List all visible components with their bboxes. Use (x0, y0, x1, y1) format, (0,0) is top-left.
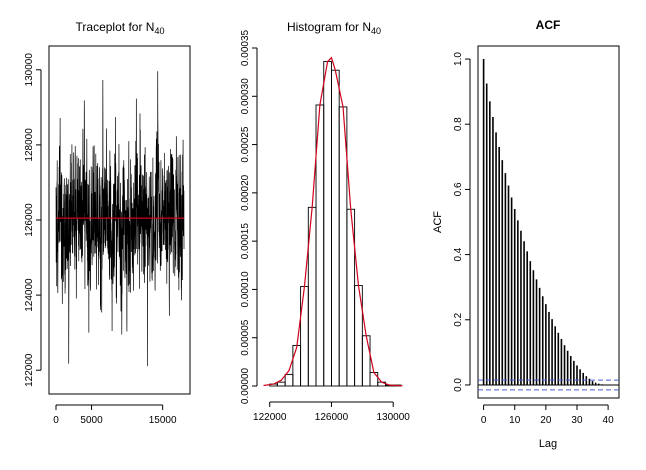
trace-x-tick-label: 5000 (80, 415, 103, 426)
acf-y-axis: 0.0 0.2 0.4 0.6 0.8 1.0 (453, 52, 471, 392)
histogram-y-tick-label: 0.00015 (240, 223, 251, 260)
histogram-y-tick-label: 0.00030 (240, 78, 251, 115)
histogram-x-axis: 122000 126000 130000 (253, 401, 411, 423)
histogram-bar (369, 372, 379, 387)
histogram-x-tick-label: 130000 (377, 412, 411, 423)
traceplot-x-axis: 0 5000 15000 (53, 404, 177, 426)
histogram-bar (331, 69, 340, 387)
acf-y-tick-label: 0.2 (453, 312, 464, 326)
traceplot-y-axis: 122000 124000 126000 128000 130000 (24, 53, 42, 387)
histogram-y-axis: 0.00000 0.00005 0.00010 0.00015 0.00020 0.000… (240, 29, 258, 404)
trace-y-tick-label: 122000 (24, 353, 35, 387)
trace-y-tick-label: 130000 (24, 53, 35, 87)
acf-y-tick-label: 0.8 (453, 117, 464, 131)
histogram-bar (323, 61, 332, 387)
histogram-y-tick-label: 0.00010 (240, 271, 251, 308)
histogram-y-tick-label: 0.00000 (240, 367, 251, 404)
histogram-bar (361, 335, 371, 387)
acf-y-tick-label: 0.4 (453, 247, 464, 261)
histogram-y-tick-label: 0.00025 (240, 126, 251, 163)
acf-x-axis: 0 10 20 30 40 (481, 404, 615, 426)
trace-x-tick-label: 0 (53, 415, 59, 426)
histogram-bar (300, 286, 309, 387)
traceplot-title: Traceplot for N40 (76, 20, 165, 36)
acf-y-tick-label: 1.0 (453, 52, 464, 66)
traceplot-panel: Traceplot for N40 0 5000 15000 122000 12400… (24, 20, 191, 426)
acf-y-tick-label: 0.0 (453, 378, 464, 392)
traceplot-frame (48, 45, 191, 395)
acf-plot-area (478, 59, 619, 391)
traceplot-plot-area (55, 71, 185, 367)
acf-y-axis-label: ACF (432, 211, 444, 233)
histogram-panel: Histogram for N40 122000 126000 130000 0.0… (240, 20, 410, 423)
acf-x-axis-label: Lag (539, 438, 557, 450)
histogram-plot-area (263, 56, 403, 387)
acf-x-tick-label: 0 (481, 415, 487, 426)
histogram-y-tick-label: 0.00020 (240, 174, 251, 211)
acf-x-tick-label: 10 (509, 415, 521, 426)
acf-x-tick-label: 30 (571, 415, 583, 426)
histogram-bar (276, 381, 286, 387)
acf-y-tick-label: 0.6 (453, 182, 464, 196)
histogram-x-tick-label: 122000 (253, 412, 287, 423)
histogram-y-tick-label: 0.00005 (240, 319, 251, 356)
histogram-bar (284, 373, 294, 387)
trace-x-tick-label: 15000 (149, 415, 177, 426)
acf-panel: ACF 0 10 20 30 40 0.0 0.2 0.4 0.6 0.8 1.0 Lag ACF (432, 18, 620, 450)
histogram-y-tick-label: 0.00035 (240, 29, 251, 66)
acf-x-tick-label: 20 (540, 415, 552, 426)
histogram-bar (292, 344, 302, 387)
acf-frame (477, 45, 620, 399)
acf-x-tick-label: 40 (603, 415, 615, 426)
trace-y-tick-label: 124000 (24, 278, 35, 312)
trace-y-tick-label: 126000 (24, 203, 35, 237)
density-curve (263, 56, 403, 387)
trace-y-tick-label: 128000 (24, 128, 35, 162)
histogram-x-tick-label: 126000 (315, 412, 349, 423)
histogram-title: Histogram for N40 (287, 20, 381, 36)
trace-series-line (55, 71, 185, 367)
acf-title: ACF (536, 18, 561, 32)
